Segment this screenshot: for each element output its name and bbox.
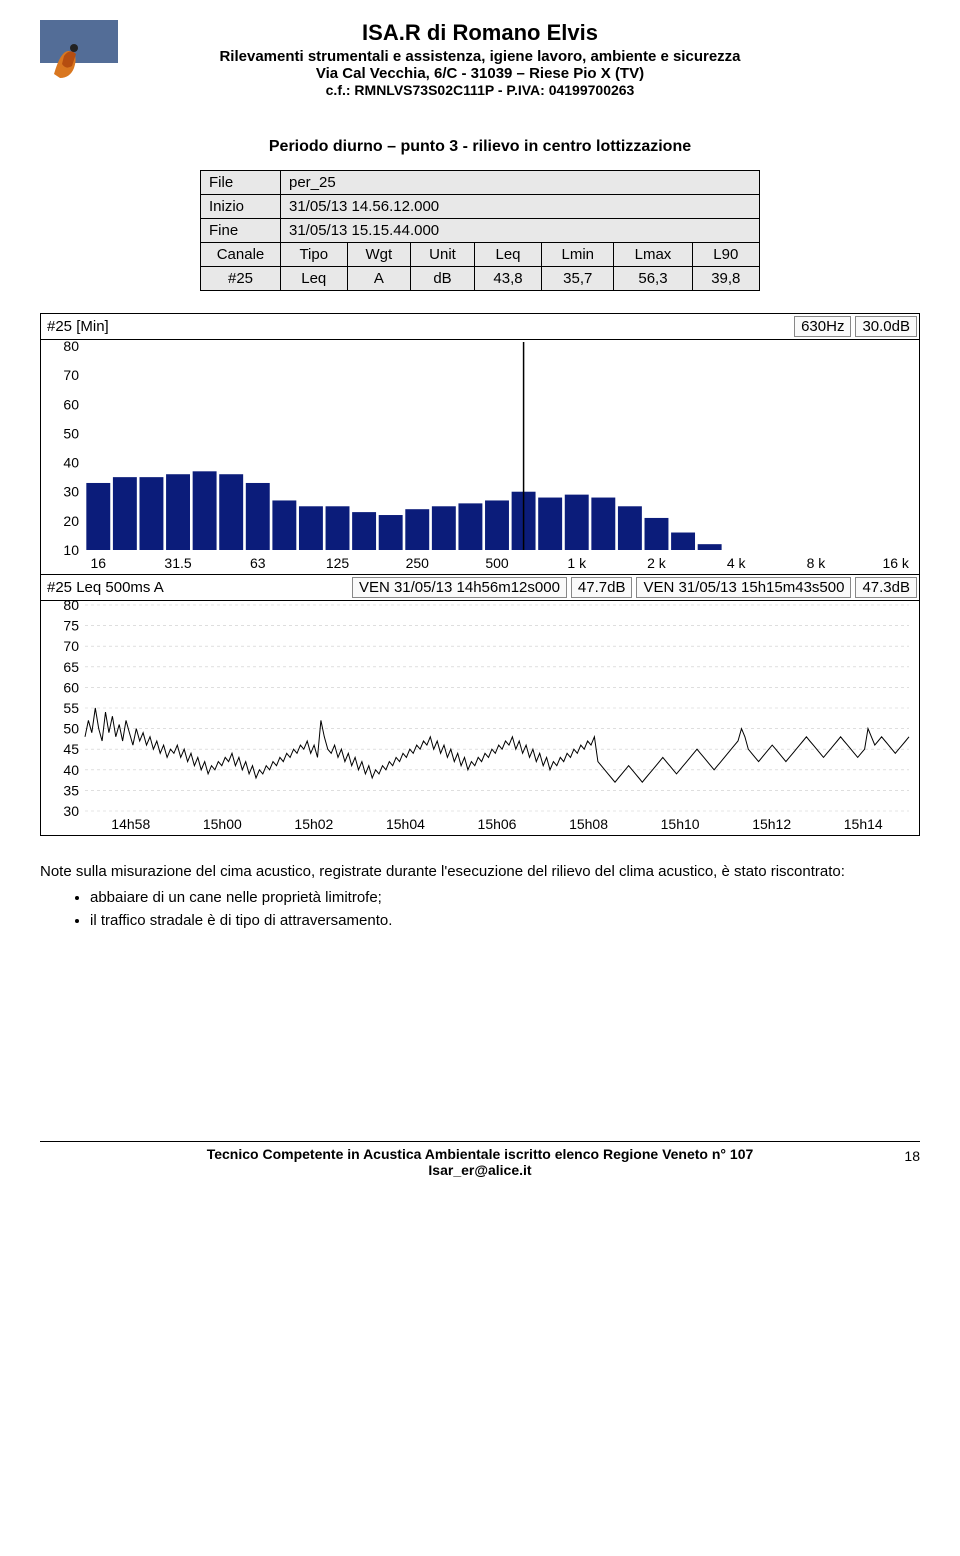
- svg-text:60: 60: [63, 396, 79, 412]
- company-subtitle: Rilevamenti strumentali e assistenza, ig…: [40, 48, 920, 65]
- svg-text:10: 10: [63, 542, 79, 558]
- timehistory-stamp2: VEN 31/05/13 15h15m43s500: [636, 577, 851, 598]
- svg-text:35: 35: [63, 782, 79, 798]
- meta-end-label: Fine: [201, 219, 281, 243]
- footer-line2: Isar_er@alice.it: [40, 1162, 920, 1178]
- svg-text:15h06: 15h06: [478, 816, 517, 832]
- row-wgt: A: [347, 267, 411, 291]
- svg-text:65: 65: [63, 659, 79, 675]
- spectrum-freq-box: 630Hz: [794, 316, 851, 337]
- svg-text:15h00: 15h00: [203, 816, 242, 832]
- spectrum-chart: 10 20 30 40 50 60 70 80 16 31.5 63 125 250 500 1 k 2 k 4…: [41, 340, 919, 576]
- svg-text:50: 50: [63, 425, 79, 441]
- col-lmax: Lmax: [614, 243, 692, 267]
- col-tipo: Tipo: [281, 243, 348, 267]
- svg-text:31.5: 31.5: [164, 555, 191, 571]
- col-lmin: Lmin: [542, 243, 614, 267]
- timehistory-stamp1-db: 47.7dB: [571, 577, 633, 598]
- row-lmin: 35,7: [542, 267, 614, 291]
- svg-text:125: 125: [326, 555, 350, 571]
- table-row: #25 Leq A dB 43,8 35,7 56,3 39,8: [201, 267, 760, 291]
- row-canale: #25: [201, 267, 281, 291]
- document-header: ISA.R di Romano Elvis Rilevamenti strume…: [40, 20, 920, 110]
- spectrum-db-box: 30.0dB: [855, 316, 917, 337]
- measurement-meta-table: File per_25 Inizio 31/05/13 14.56.12.000…: [200, 170, 760, 291]
- meta-end-value: 31/05/13 15.15.44.000: [281, 219, 760, 243]
- company-address: Via Cal Vecchia, 6/C - 31039 – Riese Pio…: [40, 65, 920, 82]
- svg-text:15h14: 15h14: [844, 816, 883, 832]
- spectrum-title: #25 [Min]: [41, 316, 792, 337]
- notes-section: Note sulla misurazione del cima acustico…: [40, 862, 920, 931]
- svg-text:80: 80: [63, 601, 79, 613]
- meta-file-value: per_25: [281, 171, 760, 195]
- svg-text:80: 80: [63, 340, 79, 354]
- svg-text:250: 250: [406, 555, 430, 571]
- timehistory-title: #25 Leq 500ms A: [41, 577, 170, 598]
- notes-intro: Note sulla misurazione del cima acustico…: [40, 862, 920, 882]
- svg-text:1 k: 1 k: [567, 555, 587, 571]
- page-number: 18: [904, 1148, 920, 1164]
- row-tipo: Leq: [281, 267, 348, 291]
- svg-text:55: 55: [63, 700, 79, 716]
- page-footer: Tecnico Competente in Acustica Ambiental…: [40, 1141, 920, 1178]
- timehistory-chart: 30 35 40 45 50 55 60 65 70 75 80 14h58 15h00 15h02 15h…: [41, 601, 919, 837]
- svg-text:40: 40: [63, 455, 79, 471]
- col-leq: Leq: [474, 243, 541, 267]
- svg-text:15h02: 15h02: [294, 816, 333, 832]
- svg-text:8 k: 8 k: [807, 555, 827, 571]
- svg-text:70: 70: [63, 367, 79, 383]
- svg-text:15h04: 15h04: [386, 816, 425, 832]
- spectrum-chart-container: #25 [Min] 630Hz 30.0dB 10203040506070801…: [40, 313, 920, 836]
- svg-text:50: 50: [63, 721, 79, 737]
- svg-text:16: 16: [91, 555, 107, 571]
- footer-line1: Tecnico Competente in Acustica Ambiental…: [40, 1146, 920, 1162]
- svg-text:40: 40: [63, 762, 79, 778]
- svg-text:2 k: 2 k: [647, 555, 667, 571]
- svg-text:15h12: 15h12: [752, 816, 791, 832]
- svg-text:15h08: 15h08: [569, 816, 608, 832]
- timehistory-stamp2-db: 47.3dB: [855, 577, 917, 598]
- svg-text:16 k: 16 k: [882, 555, 909, 571]
- section-title: Periodo diurno – punto 3 - rilievo in ce…: [40, 138, 920, 156]
- timehistory-stamp1: VEN 31/05/13 14h56m12s000: [352, 577, 567, 598]
- meta-start-label: Inizio: [201, 195, 281, 219]
- notes-bullet-1: abbaiare di un cane nelle proprietà limi…: [90, 888, 920, 908]
- row-l90: 39,8: [692, 267, 759, 291]
- company-codes: c.f.: RMNLVS73S02C111P - P.IVA: 04199700…: [40, 82, 920, 98]
- col-l90: L90: [692, 243, 759, 267]
- col-unit: Unit: [411, 243, 475, 267]
- svg-text:14h58: 14h58: [111, 816, 150, 832]
- meta-start-value: 31/05/13 14.56.12.000: [281, 195, 760, 219]
- meta-file-label: File: [201, 171, 281, 195]
- svg-text:63: 63: [250, 555, 266, 571]
- col-wgt: Wgt: [347, 243, 411, 267]
- notes-bullet-2: il traffico stradale è di tipo di attrav…: [90, 911, 920, 931]
- company-logo: [40, 20, 118, 98]
- svg-text:75: 75: [63, 618, 79, 634]
- svg-text:500: 500: [485, 555, 509, 571]
- svg-text:4 k: 4 k: [727, 555, 747, 571]
- col-canale: Canale: [201, 243, 281, 267]
- row-lmax: 56,3: [614, 267, 692, 291]
- svg-text:20: 20: [63, 513, 79, 529]
- row-unit: dB: [411, 267, 475, 291]
- company-title: ISA.R di Romano Elvis: [40, 20, 920, 46]
- svg-text:30: 30: [63, 803, 79, 819]
- svg-text:15h10: 15h10: [661, 816, 700, 832]
- svg-text:70: 70: [63, 638, 79, 654]
- row-leq: 43,8: [474, 267, 541, 291]
- svg-text:60: 60: [63, 679, 79, 695]
- svg-text:30: 30: [63, 484, 79, 500]
- svg-text:45: 45: [63, 741, 79, 757]
